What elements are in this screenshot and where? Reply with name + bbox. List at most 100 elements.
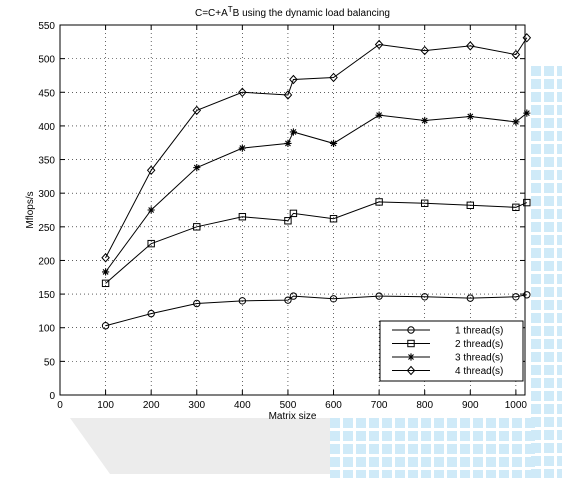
- background-grid-cell: [395, 457, 405, 467]
- background-grid-cell: [544, 261, 554, 271]
- background-grid-cell: [512, 444, 522, 454]
- data-point: [466, 41, 475, 51]
- data-point: [466, 201, 474, 209]
- background-grid-cell: [330, 470, 340, 480]
- background-grid-cell: [460, 444, 470, 454]
- background-grid-cell: [544, 79, 554, 89]
- background-grid-cell: [531, 92, 541, 102]
- legend-marker: [407, 353, 415, 361]
- background-grid-cell: [544, 183, 554, 193]
- data-point: [329, 139, 338, 147]
- background-grid-cell: [369, 470, 379, 480]
- background-grid-cell: [557, 417, 562, 427]
- background-grid-cell: [356, 470, 366, 480]
- background-grid-cell: [531, 456, 541, 466]
- background-grid-cell: [531, 391, 541, 401]
- data-point: [375, 198, 383, 206]
- background-grid-cell: [447, 444, 457, 454]
- data-point: [238, 213, 247, 221]
- background-grid-cell: [356, 457, 366, 467]
- data-point: [101, 268, 110, 276]
- data-point: [523, 198, 531, 207]
- background-grid-cell: [531, 352, 541, 362]
- background-grid-cell: [421, 444, 431, 454]
- x-tick-label: 500: [280, 400, 297, 411]
- background-grid-cell: [557, 183, 562, 193]
- data-point: [147, 309, 155, 318]
- x-tick-label: 1000: [505, 400, 528, 411]
- background-grid-cell: [408, 457, 418, 467]
- background-grid-cell: [421, 431, 431, 441]
- background-grid-cell: [486, 418, 496, 428]
- data-point: [289, 74, 298, 85]
- background-grid-cell: [434, 470, 444, 480]
- background-grid-cell: [382, 470, 392, 480]
- x-tick-label: 200: [143, 400, 160, 411]
- background-grid-cell: [525, 418, 535, 428]
- background-grid-cell: [447, 418, 457, 428]
- data-point: [420, 45, 429, 56]
- background-grid-cell: [369, 418, 379, 428]
- background-grid-cell: [544, 378, 554, 388]
- background-grid-cell: [486, 444, 496, 454]
- background-grid-cell: [531, 261, 541, 271]
- data-point: [466, 294, 474, 302]
- background-grid-cell: [544, 417, 554, 427]
- background-grid-cell: [343, 418, 353, 428]
- background-grid-cell: [499, 431, 509, 441]
- y-tick-label: 500: [38, 55, 55, 66]
- background-grid-cell: [343, 470, 353, 480]
- background-grid-cell: [557, 469, 562, 479]
- legend-label: 4 thread(s): [455, 366, 503, 377]
- y-tick-label: 50: [44, 357, 56, 368]
- background-grid-cell: [531, 118, 541, 128]
- background-grid-cell: [473, 444, 483, 454]
- background-grid-cell: [544, 144, 554, 154]
- legend-label: 3 thread(s): [455, 353, 503, 364]
- background-grid-cell: [330, 457, 340, 467]
- background-grid-cell: [557, 300, 562, 310]
- background-grid-cell: [395, 444, 405, 454]
- background-grid-cell: [544, 222, 554, 232]
- background-grid-cell: [544, 300, 554, 310]
- y-tick-label: 350: [38, 156, 55, 167]
- background-grid-cell: [525, 444, 535, 454]
- data-point: [523, 109, 531, 117]
- data-point: [146, 165, 156, 176]
- background-grid-cell: [473, 418, 483, 428]
- x-tick-label: 100: [97, 400, 114, 411]
- background-grid-cell: [447, 457, 457, 467]
- background-grid-cell: [544, 339, 554, 349]
- legend-marker: [406, 365, 416, 376]
- background-grid-cell: [531, 144, 541, 154]
- background-grid-cell: [330, 444, 340, 454]
- background-grid-cell: [408, 431, 418, 441]
- background-grid-cell: [531, 430, 541, 440]
- data-point: [193, 164, 201, 172]
- background-grid-cell: [473, 457, 483, 467]
- background-grid-cell: [447, 470, 457, 480]
- background-grid-cell: [382, 457, 392, 467]
- legend-label: 2 thread(s): [455, 339, 503, 350]
- background-grid-cell: [557, 430, 562, 440]
- data-point: [289, 209, 298, 218]
- data-point: [374, 39, 384, 50]
- data-point: [238, 144, 246, 152]
- background-grid-cell: [557, 443, 562, 453]
- background-grid-cell: [330, 431, 340, 441]
- background-grid-cell: [421, 418, 431, 428]
- background-grid-cell: [512, 431, 522, 441]
- background-grid-cell: [499, 470, 509, 480]
- data-point: [329, 72, 338, 83]
- x-tick-label: 300: [188, 400, 205, 411]
- background-grid-cell: [343, 457, 353, 467]
- data-point: [284, 217, 292, 225]
- data-point: [101, 253, 110, 263]
- data-point: [512, 118, 520, 126]
- background-grid-cell: [343, 431, 353, 441]
- background-grid-cell: [434, 457, 444, 467]
- background-grid-cell: [531, 105, 541, 115]
- background-grid-cell: [395, 418, 405, 428]
- background-grid-cell: [531, 287, 541, 297]
- chart-title-superscript: T: [228, 5, 233, 14]
